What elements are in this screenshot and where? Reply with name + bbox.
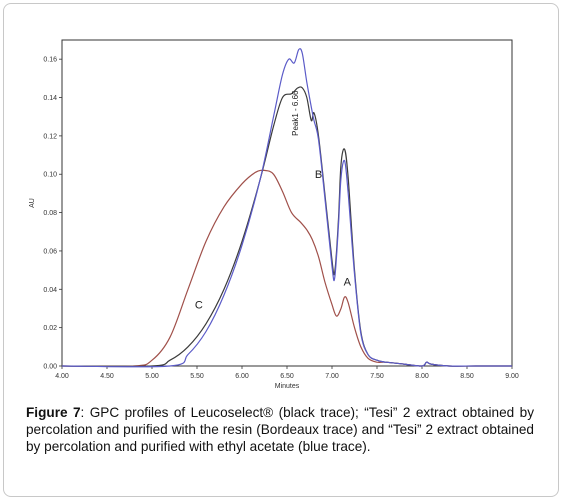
chart-series — [61, 48, 512, 368]
y-tick-label: 0.14 — [43, 95, 57, 102]
y-tick-label: 0.16 — [43, 57, 57, 64]
x-tick-label: 7.50 — [370, 373, 384, 380]
y-tick-label: 0.04 — [43, 287, 57, 294]
annotation-peak: Peak1 - 6.66 — [291, 90, 300, 136]
annotation-c: C — [195, 299, 203, 311]
y-tick-label: 0.10 — [43, 172, 57, 179]
x-tick-label: 6.50 — [280, 373, 294, 380]
x-tick-label: 5.50 — [190, 373, 204, 380]
y-tick-label: 0.08 — [43, 210, 57, 217]
y-tick-label: 0.06 — [43, 248, 57, 255]
caption-label: Figure 7 — [26, 405, 81, 420]
y-tick-label: 0.00 — [43, 364, 57, 371]
x-tick-label: 4.50 — [100, 373, 114, 380]
gpc-chart: 4.00 4.50 5.00 5.50 6.00 6.50 7.00 7.50 8.00 8.50… — [29, 39, 519, 390]
annotation-a: A — [344, 276, 352, 288]
caption-text: : GPC profiles of Leucoselect® (black tr… — [26, 405, 535, 454]
x-tick-label: 8.50 — [460, 373, 474, 380]
x-tick-label: 4.00 — [55, 373, 69, 380]
x-tick-label: 5.00 — [145, 373, 159, 380]
x-tick-label: 6.00 — [235, 373, 249, 380]
y-tick-label: 0.02 — [43, 325, 57, 332]
series-line-c — [61, 48, 512, 368]
annotation-b: B — [315, 169, 322, 181]
y-tick-label: 0.12 — [43, 133, 57, 140]
figure-frame — [3, 3, 559, 497]
series-line-a — [61, 169, 512, 368]
x-tick-label: 9.00 — [505, 373, 519, 380]
series-line-b — [61, 86, 512, 368]
chart-annotations: A B C Peak1 - 6.66 — [195, 90, 352, 312]
figure-caption: Figure 7: GPC profiles of Leucoselect® (… — [26, 404, 534, 455]
chart-axes: 4.00 4.50 5.00 5.50 6.00 6.50 7.00 7.50 8.00 8.50… — [29, 39, 519, 390]
x-tick-label: 8.00 — [415, 373, 429, 380]
x-axis-label: Minutes — [275, 383, 300, 390]
y-axis-label: AU — [29, 198, 36, 208]
x-tick-label: 7.00 — [325, 373, 339, 380]
